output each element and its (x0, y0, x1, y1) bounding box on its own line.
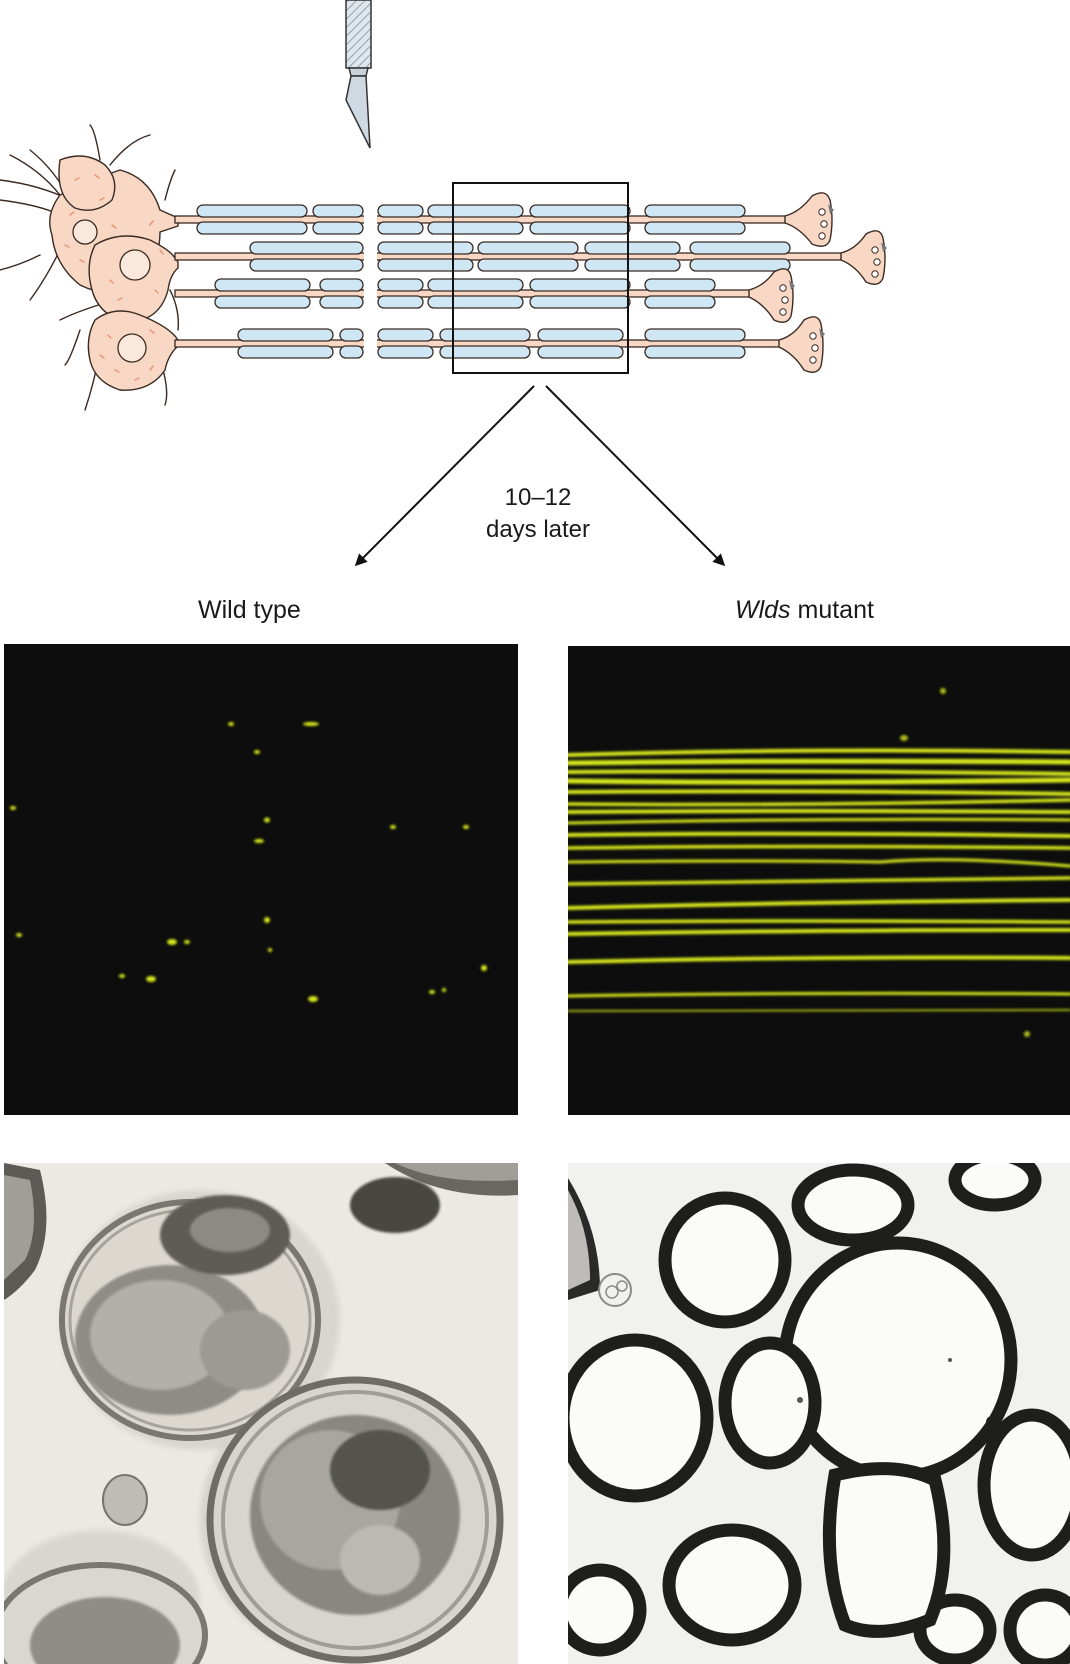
myelin-segments (196, 204, 791, 359)
fluorescence-image-wild-type (4, 644, 518, 1115)
electron-micrograph-wild-type (4, 1163, 518, 1664)
label-wlds-gene: Wlds (735, 596, 791, 624)
timing-label-line1: 10–12 (505, 484, 572, 511)
neuron-cluster (0, 124, 180, 411)
arrow-left-icon (354, 385, 535, 567)
label-mutant-suffix: mutant (790, 596, 874, 624)
region-of-interest-box (452, 182, 629, 374)
fluorescence-image-wlds-mutant (568, 646, 1070, 1115)
label-wild-type: Wild type (198, 596, 301, 624)
electron-micrograph-wlds-mutant (568, 1163, 1070, 1664)
scalpel-icon (345, 0, 372, 149)
transection-gap (364, 196, 377, 366)
arrow-right-icon (545, 385, 726, 567)
label-wlds-mutant: Wlds mutant (735, 596, 874, 625)
axons (174, 192, 887, 373)
timing-label-line2: days later (486, 516, 590, 543)
